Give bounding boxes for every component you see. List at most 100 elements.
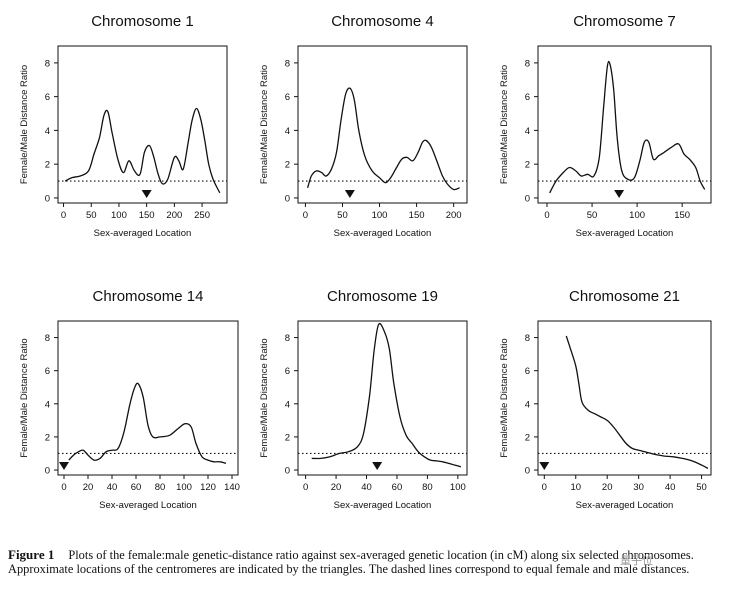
y-tick-label: 4 xyxy=(525,399,530,410)
ratio-series-line-1 xyxy=(549,60,706,194)
x-tick-label: 40 xyxy=(107,482,118,493)
plot-frame xyxy=(537,45,712,204)
y-tick-label: 0 xyxy=(45,193,50,204)
x-tick-label: 100 xyxy=(176,482,192,493)
x-tick-label: 120 xyxy=(200,482,216,493)
x-axis-label: Sex-averaged Location xyxy=(576,228,674,239)
y-tick-label: 2 xyxy=(525,432,530,443)
x-tick-label: 40 xyxy=(361,482,372,493)
chart-title: Chromosome 7 xyxy=(573,13,676,30)
figure-label: Figure 1 xyxy=(8,547,55,562)
y-tick-label: 8 xyxy=(525,333,530,344)
x-tick-label: 150 xyxy=(139,210,155,221)
centromere-triangle-marker xyxy=(59,462,69,470)
x-tick-label: 150 xyxy=(409,210,425,221)
x-tick-label: 10 xyxy=(570,482,581,493)
y-tick-label: 6 xyxy=(525,366,530,377)
y-tick-label: 0 xyxy=(525,193,530,204)
x-tick-label: 30 xyxy=(633,482,644,493)
plot-frame xyxy=(57,320,239,476)
x-tick-label: 140 xyxy=(224,482,240,493)
chart-title: Chromosome 21 xyxy=(569,288,680,305)
y-tick-label: 6 xyxy=(45,92,50,103)
x-tick-label: 100 xyxy=(372,210,388,221)
chart-title: Chromosome 19 xyxy=(327,288,438,305)
x-axis-label: Sex-averaged Location xyxy=(334,500,432,511)
y-axis-label: Female/Male Distance Ratio xyxy=(259,65,270,184)
y-tick-label: 2 xyxy=(285,432,290,443)
y-tick-label: 8 xyxy=(285,58,290,69)
ratio-series-line-1 xyxy=(565,335,709,469)
y-tick-label: 8 xyxy=(45,58,50,69)
centromere-triangle-marker xyxy=(141,190,152,198)
y-tick-label: 0 xyxy=(285,466,290,477)
ratio-series-line-1 xyxy=(306,87,460,191)
x-tick-label: 80 xyxy=(155,482,166,493)
y-tick-label: 4 xyxy=(525,126,530,137)
y-tick-label: 2 xyxy=(45,432,50,443)
x-tick-label: 20 xyxy=(602,482,613,493)
plot-frame xyxy=(57,45,228,204)
y-tick-label: 2 xyxy=(45,160,50,171)
chart-title: Chromosome 1 xyxy=(91,13,194,30)
x-tick-label: 150 xyxy=(674,210,690,221)
y-tick-label: 8 xyxy=(285,333,290,344)
x-tick-label: 50 xyxy=(696,482,707,493)
plot-frame xyxy=(537,320,712,476)
y-tick-label: 6 xyxy=(285,366,290,377)
x-tick-label: 100 xyxy=(450,482,466,493)
y-axis-label: Female/Male Distance Ratio xyxy=(19,65,30,184)
plot-frame xyxy=(297,320,468,476)
centromere-triangle-marker xyxy=(539,462,550,470)
y-tick-label: 2 xyxy=(525,160,530,171)
x-tick-label: 50 xyxy=(587,210,598,221)
watermark: 量子位 xyxy=(620,554,653,567)
ratio-series-line-1 xyxy=(68,382,227,465)
x-tick-label: 0 xyxy=(61,210,66,221)
chart-panel-2: Chromosome 4 0 2 4 6 8 0 50 100 150 200 Sex-average… xyxy=(259,13,468,239)
x-tick-label: 200 xyxy=(166,210,182,221)
y-tick-label: 4 xyxy=(45,126,50,137)
figure-caption: Figure 1 Plots of the female:male genetic… xyxy=(8,547,728,577)
y-tick-label: 0 xyxy=(525,466,530,477)
centromere-triangle-marker xyxy=(372,462,383,470)
x-tick-label: 50 xyxy=(86,210,97,221)
x-tick-label: 20 xyxy=(331,482,342,493)
y-tick-label: 0 xyxy=(285,193,290,204)
x-axis-label: Sex-averaged Location xyxy=(99,500,197,511)
x-tick-label: 100 xyxy=(111,210,127,221)
y-tick-label: 6 xyxy=(525,92,530,103)
y-tick-label: 4 xyxy=(285,399,290,410)
y-tick-label: 2 xyxy=(285,160,290,171)
centromere-triangle-marker xyxy=(614,190,625,198)
y-axis-label: Female/Male Distance Ratio xyxy=(499,338,510,457)
x-tick-label: 20 xyxy=(83,482,94,493)
x-axis-label: Sex-averaged Location xyxy=(576,500,674,511)
chart-panel-1: Chromosome 1 0 2 4 6 8 0 50 100 150 200 250Sex-aver… xyxy=(19,13,228,239)
y-tick-label: 0 xyxy=(45,466,50,477)
y-tick-label: 4 xyxy=(45,399,50,410)
x-tick-label: 250 xyxy=(194,210,210,221)
x-tick-label: 80 xyxy=(422,482,433,493)
x-tick-label: 0 xyxy=(544,210,549,221)
x-tick-label: 100 xyxy=(629,210,645,221)
x-tick-label: 60 xyxy=(131,482,142,493)
ratio-series-line-1 xyxy=(64,107,221,194)
x-tick-label: 50 xyxy=(337,210,348,221)
ratio-series-line-1 xyxy=(311,322,462,468)
plot-frame xyxy=(297,45,468,204)
chart-title: Chromosome 4 xyxy=(331,13,434,30)
x-axis-label: Sex-averaged Location xyxy=(334,228,432,239)
x-tick-label: 0 xyxy=(61,482,66,493)
y-tick-label: 4 xyxy=(285,126,290,137)
caption-text: Plots of the female:male genetic-distanc… xyxy=(8,548,694,576)
y-axis-label: Female/Male Distance Ratio xyxy=(19,338,30,457)
x-tick-label: 0 xyxy=(303,482,308,493)
x-tick-label: 0 xyxy=(303,210,308,221)
y-tick-label: 6 xyxy=(285,92,290,103)
y-axis-label: Female/Male Distance Ratio xyxy=(499,65,510,184)
